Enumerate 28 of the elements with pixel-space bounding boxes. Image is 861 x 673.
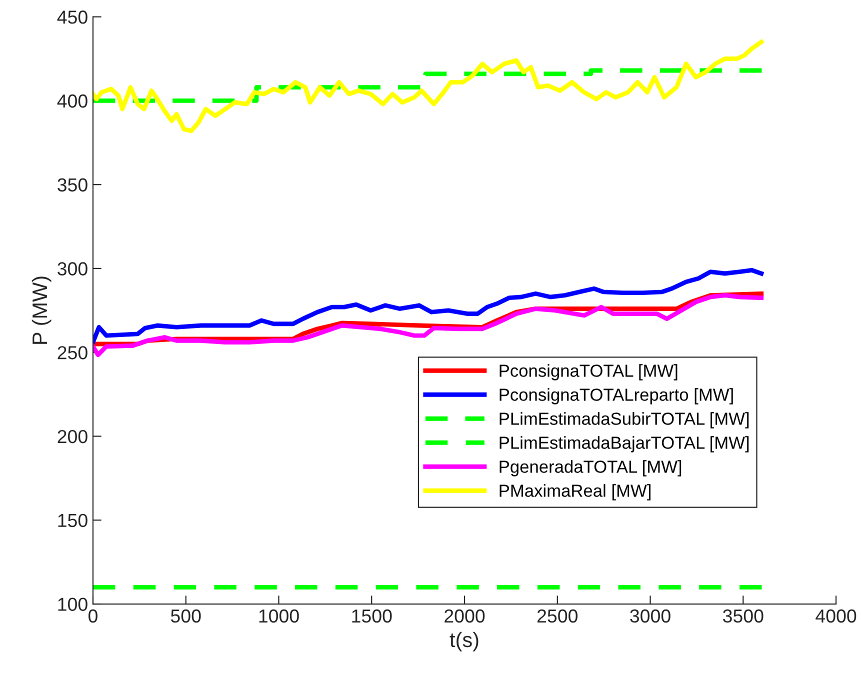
x-tick-label: 4000: [816, 609, 856, 623]
y-tick-label: 400: [57, 94, 88, 108]
y-tick-label: 250: [58, 346, 88, 360]
legend-label: PLimEstimadaSubirTOTAL [MW]: [500, 412, 749, 428]
y-tick-label: 300: [58, 262, 88, 276]
x-tick-label: 1000: [259, 609, 299, 623]
x-axis-title: t(s): [450, 632, 478, 652]
x-tick-label: 0: [88, 609, 98, 623]
y-tick-label: 200: [58, 430, 88, 444]
line-series: [92, 268, 764, 345]
y-tick-label: 150: [58, 514, 88, 528]
x-tick-label: 1500: [352, 609, 392, 623]
x-tick-label: 2500: [537, 609, 578, 623]
y-tick-label: 350: [58, 178, 88, 192]
y-axis-title: P (MW): [32, 276, 52, 344]
y-tick-label: 450: [57, 10, 88, 24]
x-tick-label: 3000: [630, 609, 670, 623]
legend-label: PLimEstimadaBajarTOTAL [MW]: [500, 436, 749, 452]
legend-label: PgeneradaTOTAL [MW]: [500, 460, 682, 476]
y-tick-label: 100: [58, 598, 88, 611]
legend-label: PconsignaTOTALreparto [MW]: [500, 388, 733, 404]
x-tick-label: 3500: [723, 609, 764, 623]
legend-label: PconsignaTOTAL [MW]: [500, 364, 678, 380]
legend-label: PMaximaReal [MW]: [500, 484, 650, 500]
x-tick-label: 500: [170, 609, 201, 623]
line-series: [92, 293, 764, 358]
line-series: [92, 40, 764, 134]
x-tick-label: 2000: [444, 609, 485, 623]
